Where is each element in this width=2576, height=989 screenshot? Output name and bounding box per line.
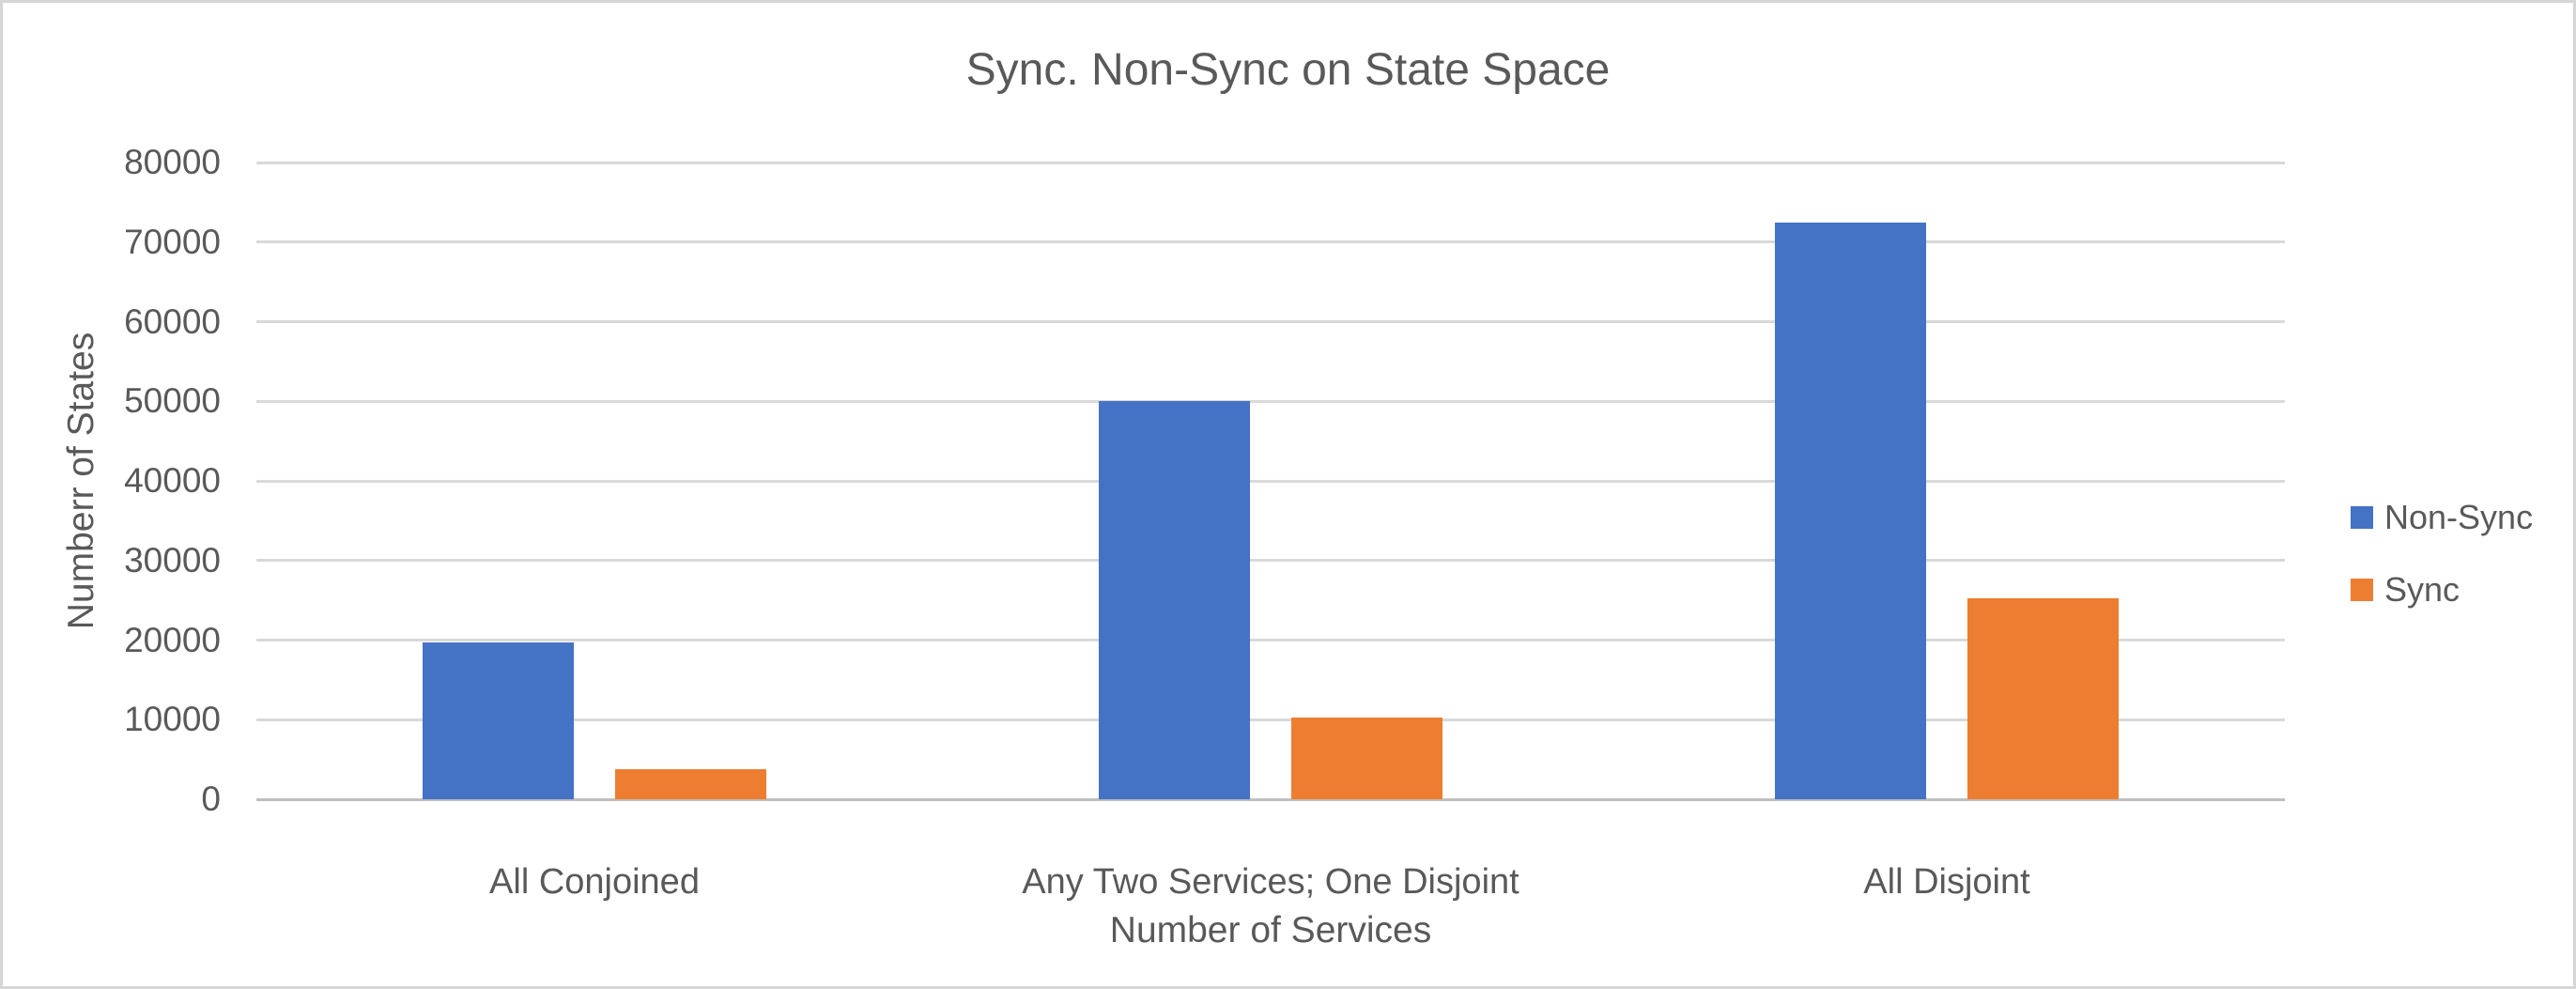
bar-sync-any-two-services-one-disjoint xyxy=(1291,717,1442,799)
legend-label-sync: Sync xyxy=(2384,570,2460,609)
y-tick-label-80000: 80000 xyxy=(124,143,221,181)
y-tick-label-60000: 60000 xyxy=(124,301,221,341)
bar-non-sync-any-two-services-one-disjoint xyxy=(1099,401,1250,799)
chart-title: Sync. Non-Sync on State Space xyxy=(965,45,1611,95)
bar-sync-all-conjoined xyxy=(615,768,766,799)
legend-label-non-sync: Non-Sync xyxy=(2384,498,2534,536)
plot-area xyxy=(256,161,2285,801)
legend-swatch-sync xyxy=(2351,579,2373,601)
legend-item-sync: Sync xyxy=(2351,570,2460,610)
bar-sync-all-disjoint xyxy=(1967,598,2119,799)
y-tick-label-40000: 40000 xyxy=(124,461,221,500)
category-label-all-conjoined: All Conjoined xyxy=(489,862,700,902)
gridline-60000 xyxy=(256,320,2285,323)
gridline-50000 xyxy=(256,399,2285,403)
category-label-all-disjoint: All Disjoint xyxy=(1863,862,2030,902)
y-tick-label-70000: 70000 xyxy=(124,222,221,261)
y-tick-label-10000: 10000 xyxy=(124,700,221,739)
axis-baseline xyxy=(256,797,2285,801)
gridline-40000 xyxy=(256,479,2285,483)
x-axis-title: Number of Services xyxy=(1109,910,1432,950)
y-tick-label-30000: 30000 xyxy=(124,540,221,579)
gridline-70000 xyxy=(256,240,2285,244)
bar-non-sync-all-conjoined xyxy=(423,642,574,799)
y-tick-label-50000: 50000 xyxy=(124,381,221,421)
legend-item-non-sync: Non-Sync xyxy=(2351,498,2533,537)
category-label-any-two-services-one-disjoint: Any Two Services; One Disjoint xyxy=(1022,862,1519,902)
gridline-10000 xyxy=(256,718,2285,721)
legend-swatch-non-sync xyxy=(2351,506,2373,529)
y-tick-label-0: 0 xyxy=(201,780,221,818)
gridline-80000 xyxy=(256,161,2285,164)
gridline-20000 xyxy=(256,639,2285,641)
gridline-30000 xyxy=(256,559,2285,563)
y-tick-label-20000: 20000 xyxy=(124,620,221,659)
bar-non-sync-all-disjoint xyxy=(1775,222,1926,799)
